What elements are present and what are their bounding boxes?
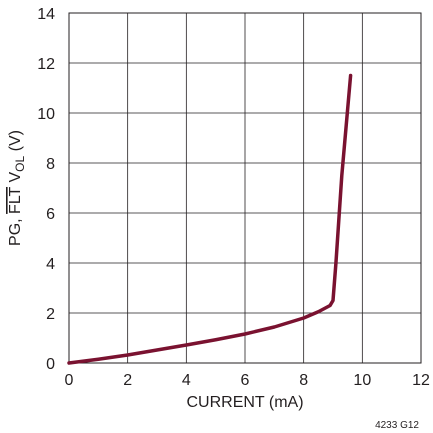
x-axis-title: CURRENT (mA) — [186, 394, 303, 411]
x-tick-label-6: 12 — [412, 372, 430, 389]
x-tick-label-2: 4 — [182, 372, 191, 389]
y-tick-labels: 0 2 4 6 8 10 12 14 — [37, 6, 55, 373]
y-tick-label-7: 14 — [37, 6, 55, 23]
y-tick-label-5: 10 — [37, 106, 55, 123]
x-tick-label-3: 6 — [241, 372, 250, 389]
y-tick-label-6: 12 — [37, 56, 55, 73]
y-axis-title: PG, FLT VOL (V) — [7, 130, 27, 246]
y-tick-label-2: 4 — [46, 256, 55, 273]
y-tick-label-1: 2 — [46, 306, 55, 323]
y-axis-title-suffix: (V) — [7, 130, 24, 156]
x-tick-label-4: 8 — [299, 372, 308, 389]
x-tick-label-0: 0 — [65, 372, 74, 389]
x-tick-label-5: 10 — [353, 372, 371, 389]
y-axis-title-main: V — [7, 172, 24, 187]
x-tick-labels: 0 2 4 6 8 10 12 — [65, 372, 430, 389]
y-tick-label-3: 6 — [46, 206, 55, 223]
y-tick-label-0: 0 — [46, 356, 55, 373]
y-axis-title-subscript: OL — [13, 156, 27, 172]
grid-lines — [68, 12, 422, 364]
y-axis-title-prefix: PG, — [7, 214, 24, 246]
x-tick-label-1: 2 — [123, 372, 132, 389]
plot-frame — [68, 12, 422, 364]
figure-id: 4233 G12 — [375, 420, 419, 431]
y-tick-label-4: 8 — [46, 156, 55, 173]
series-line-0 — [67, 73, 353, 365]
series-layer — [67, 73, 353, 365]
y-axis-title-overbar: FLT — [7, 186, 24, 213]
